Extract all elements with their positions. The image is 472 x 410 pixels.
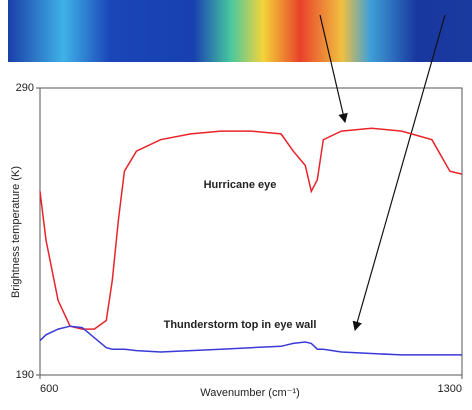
x-tick-label: 1300	[438, 383, 462, 395]
x-axis-label: Wavenumber (cm⁻¹)	[200, 387, 300, 399]
annotation: Hurricane eye	[204, 179, 277, 191]
spectrum-line	[40, 128, 462, 329]
page: Brightness temperature (K) Wavenumber (c…	[0, 0, 472, 410]
satellite-image	[8, 0, 472, 62]
y-tick-label: 190	[16, 369, 34, 381]
arrow	[355, 15, 445, 330]
y-axis-label: Brightness temperature (K)	[10, 166, 22, 298]
y-tick-label: 290	[16, 82, 34, 94]
annotation: Thunderstorm top in eye wall	[164, 319, 317, 331]
chart: Brightness temperature (K) Wavenumber (c…	[0, 0, 472, 405]
x-tick-label: 600	[40, 383, 58, 395]
